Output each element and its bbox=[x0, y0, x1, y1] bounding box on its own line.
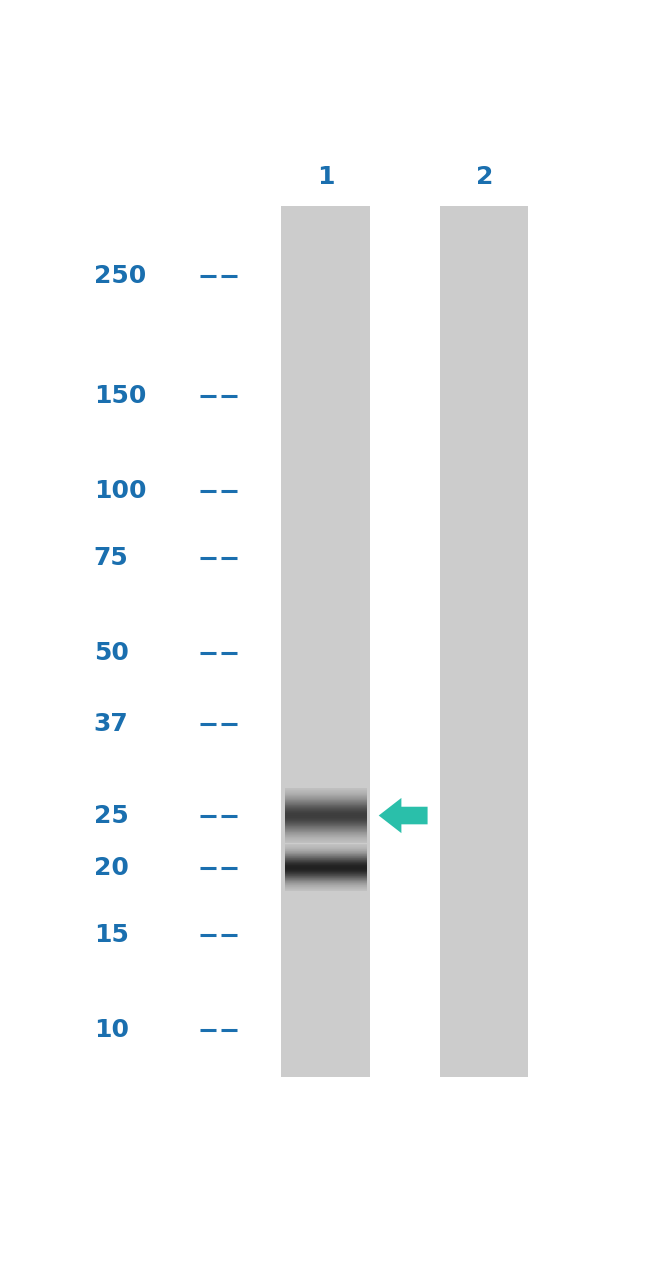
Text: 100: 100 bbox=[94, 479, 146, 503]
Text: 75: 75 bbox=[94, 546, 129, 570]
Text: 15: 15 bbox=[94, 923, 129, 947]
Text: 150: 150 bbox=[94, 384, 146, 408]
Text: 2: 2 bbox=[476, 165, 493, 188]
Text: 20: 20 bbox=[94, 856, 129, 880]
FancyArrow shape bbox=[379, 798, 428, 833]
Text: 25: 25 bbox=[94, 804, 129, 828]
Bar bbox=[281, 206, 370, 1077]
Text: 250: 250 bbox=[94, 264, 146, 288]
Text: 1: 1 bbox=[317, 165, 334, 188]
Text: 50: 50 bbox=[94, 641, 129, 665]
Text: 37: 37 bbox=[94, 711, 129, 735]
Bar bbox=[440, 206, 528, 1077]
Text: 10: 10 bbox=[94, 1019, 129, 1043]
